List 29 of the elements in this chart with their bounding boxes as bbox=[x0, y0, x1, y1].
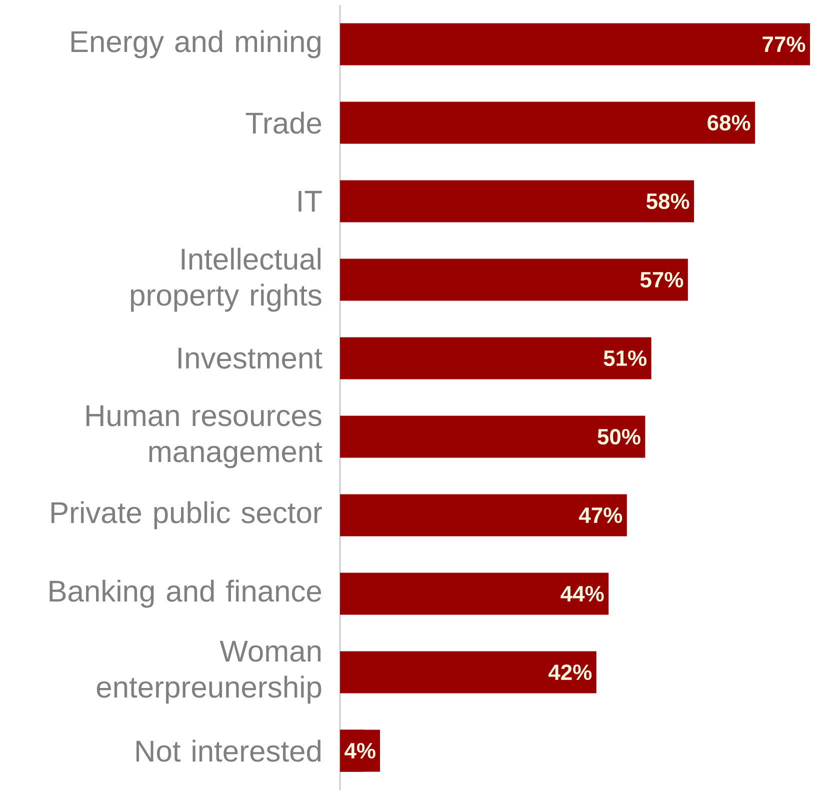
y-tick-label: Not interested bbox=[136, 740, 321, 762]
bar bbox=[340, 180, 694, 222]
y-tick-label: Investment bbox=[178, 348, 322, 369]
bar bbox=[340, 23, 810, 66]
data-label: 57% bbox=[640, 272, 684, 288]
data-label: 58% bbox=[646, 193, 690, 210]
data-label: 77% bbox=[762, 36, 806, 52]
y-tick-label: Intellectual property rights bbox=[130, 248, 322, 312]
bar bbox=[340, 102, 756, 144]
data-label: 4% bbox=[344, 743, 376, 758]
y-tick-label: Banking and finance bbox=[50, 580, 322, 608]
y-tick-label: Human resources management bbox=[86, 405, 322, 468]
bar bbox=[340, 651, 596, 694]
data-label: 47% bbox=[578, 508, 622, 523]
bar bbox=[340, 494, 627, 536]
y-tick-label: Trade bbox=[246, 112, 322, 134]
y-tick-label: Woman enterpreunership bbox=[96, 640, 322, 704]
y-tick-label: Energy and mining bbox=[71, 30, 320, 58]
data-label: 44% bbox=[560, 586, 604, 602]
data-label: 50% bbox=[598, 428, 640, 445]
data-label: 42% bbox=[548, 664, 592, 680]
data-label: 51% bbox=[604, 350, 646, 366]
bar bbox=[340, 258, 688, 301]
bar bbox=[340, 337, 652, 380]
data-label: 68% bbox=[708, 114, 750, 131]
bar bbox=[340, 572, 609, 615]
y-tick-label: Private public sector bbox=[51, 501, 322, 530]
y-tick-label: IT bbox=[298, 190, 322, 212]
bar bbox=[340, 416, 646, 458]
